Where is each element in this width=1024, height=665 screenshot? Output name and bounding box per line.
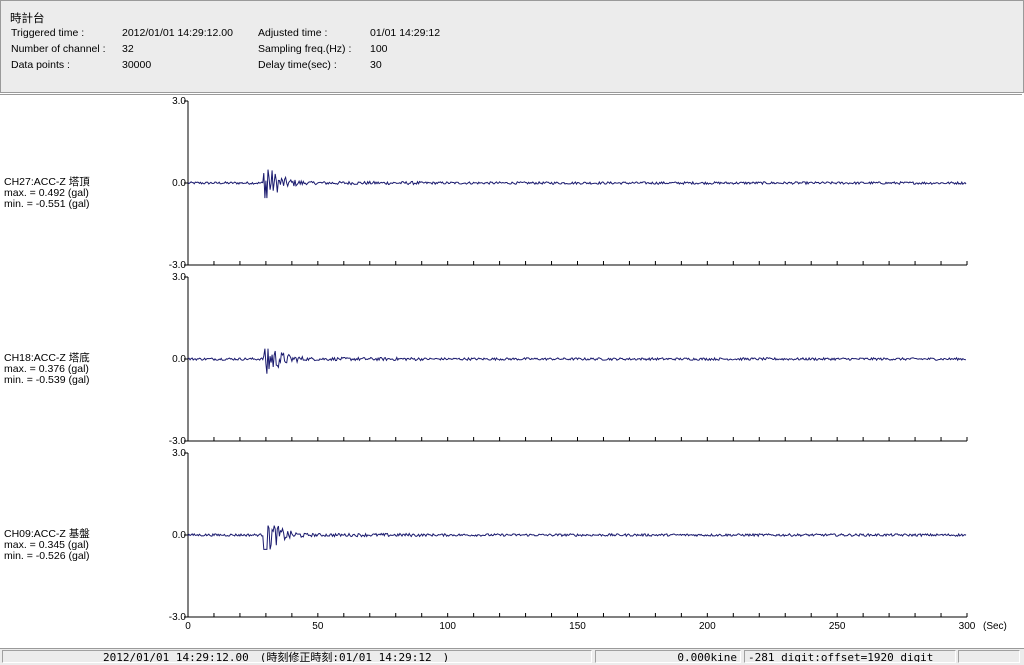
- status-kine: 0.000kine: [595, 650, 741, 663]
- delay-time-value: 30: [370, 59, 382, 71]
- channel-max: max. = 0.345 (gal): [4, 539, 89, 551]
- y-tick-label: 3.0: [172, 96, 186, 107]
- x-tick-label: 0: [185, 621, 191, 632]
- x-tick-label: 100: [439, 621, 456, 632]
- channel-min: min. = -0.551 (gal): [4, 198, 90, 210]
- delay-time-label: Delay time(sec) :: [258, 59, 337, 71]
- y-tick-label: -3.0: [169, 260, 187, 271]
- y-tick-label: 3.0: [172, 272, 186, 283]
- channel-label-ch27: CH27:ACC-Z 塔頂 max. = 0.492 (gal) min. = …: [4, 177, 90, 210]
- channel-max: max. = 0.376 (gal): [4, 363, 89, 375]
- channel-min: min. = -0.539 (gal): [4, 374, 90, 386]
- status-time: 2012/01/01 14:29:12.00 (時刻修正時刻:01/01 14:…: [2, 650, 592, 663]
- waveform-line: [187, 525, 967, 550]
- channel-max: max. = 0.492 (gal): [4, 187, 89, 199]
- header-panel: 時計台 Triggered time : 2012/01/01 14:29:12…: [0, 0, 1024, 93]
- y-tick-label: 3.0: [172, 448, 186, 459]
- x-tick-label: 300: [959, 621, 976, 632]
- adjusted-time-value: 01/01 14:29:12: [370, 27, 441, 39]
- x-tick-label: 250: [829, 621, 846, 632]
- status-digit: -281 digit:offset=1920 digit: [744, 650, 956, 663]
- sampling-freq-value: 100: [370, 43, 388, 55]
- status-bar: 2012/01/01 14:29:12.00 (時刻修正時刻:01/01 14:…: [0, 648, 1024, 665]
- data-points-label: Data points :: [11, 59, 70, 71]
- y-tick-label: 0.0: [172, 530, 186, 541]
- channel-name: CH09:ACC-Z 基盤: [4, 528, 90, 540]
- waveform-plot-area[interactable]: 3.0 0.0 -3.0 3.0 0.0 -3.0 3.0 0.0 -3.0 0 50 100 150 2…: [0, 94, 1022, 648]
- data-points-value: 30000: [122, 59, 152, 71]
- channel-name: CH18:ACC-Z 塔底: [4, 352, 90, 364]
- x-tick-label: 50: [312, 621, 324, 632]
- y-tick-label: -3.0: [169, 612, 187, 623]
- channel-min: min. = -0.526 (gal): [4, 550, 90, 562]
- y-tick-label: -3.0: [169, 436, 187, 447]
- waveform-line: [187, 169, 967, 199]
- sampling-freq-label: Sampling freq.(Hz) :: [258, 43, 352, 55]
- waveform-line: [187, 348, 967, 374]
- channel-label-ch18: CH18:ACC-Z 塔底 max. = 0.376 (gal) min. = …: [4, 353, 90, 386]
- triggered-time-label: Triggered time :: [11, 27, 85, 39]
- x-unit-label: (Sec): [983, 621, 1007, 632]
- y-tick-label: 0.0: [172, 354, 186, 365]
- channel-name: CH27:ACC-Z 塔頂: [4, 176, 90, 188]
- triggered-time-value: 2012/01/01 14:29:12.00: [122, 27, 233, 39]
- waveform-chart[interactable]: 3.00.0-3.03.00.0-3.03.00.0-3.00 50 100 150 2…: [0, 95, 1022, 648]
- status-extra: [958, 650, 1020, 663]
- adjusted-time-label: Adjusted time :: [258, 27, 328, 39]
- x-tick-label: 150: [569, 621, 586, 632]
- x-tick-label: 200: [699, 621, 716, 632]
- station-title: 時計台: [10, 13, 45, 25]
- channel-count-label: Number of channel :: [11, 43, 106, 55]
- y-tick-label: 0.0: [172, 178, 186, 189]
- channel-label-ch09: CH09:ACC-Z 基盤 max. = 0.345 (gal) min. = …: [4, 529, 90, 562]
- channel-count-value: 32: [122, 43, 134, 55]
